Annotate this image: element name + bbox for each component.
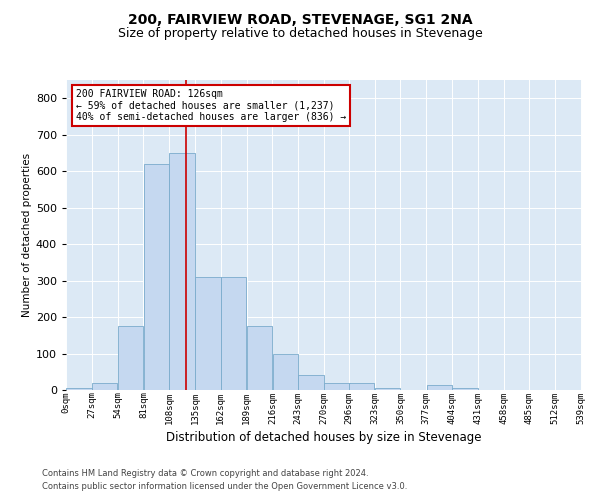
X-axis label: Distribution of detached houses by size in Stevenage: Distribution of detached houses by size … (166, 430, 482, 444)
Bar (221, 277, 247, 390)
Bar (169, 153, 195, 390)
Bar (375, 388, 400, 390)
Bar (427, 384, 452, 390)
Bar (452, 388, 478, 390)
Text: Contains public sector information licensed under the Open Government Licence v3: Contains public sector information licen… (42, 482, 407, 491)
Y-axis label: Number of detached properties: Number of detached properties (22, 153, 32, 317)
Text: 200, FAIRVIEW ROAD, STEVENAGE, SG1 2NA: 200, FAIRVIEW ROAD, STEVENAGE, SG1 2NA (128, 12, 472, 26)
Bar (298, 376, 324, 390)
Text: 200 FAIRVIEW ROAD: 126sqm
← 59% of detached houses are smaller (1,237)
40% of se: 200 FAIRVIEW ROAD: 126sqm ← 59% of detac… (76, 90, 347, 122)
Bar (349, 382, 374, 390)
Bar (195, 277, 221, 390)
Bar (118, 326, 143, 390)
Bar (247, 326, 272, 390)
Bar (66, 388, 92, 390)
Bar (92, 382, 118, 390)
Text: Size of property relative to detached houses in Stevenage: Size of property relative to detached ho… (118, 28, 482, 40)
Bar (324, 382, 350, 390)
Bar (143, 164, 169, 390)
Text: Contains HM Land Registry data © Crown copyright and database right 2024.: Contains HM Land Registry data © Crown c… (42, 468, 368, 477)
Bar (272, 354, 298, 390)
